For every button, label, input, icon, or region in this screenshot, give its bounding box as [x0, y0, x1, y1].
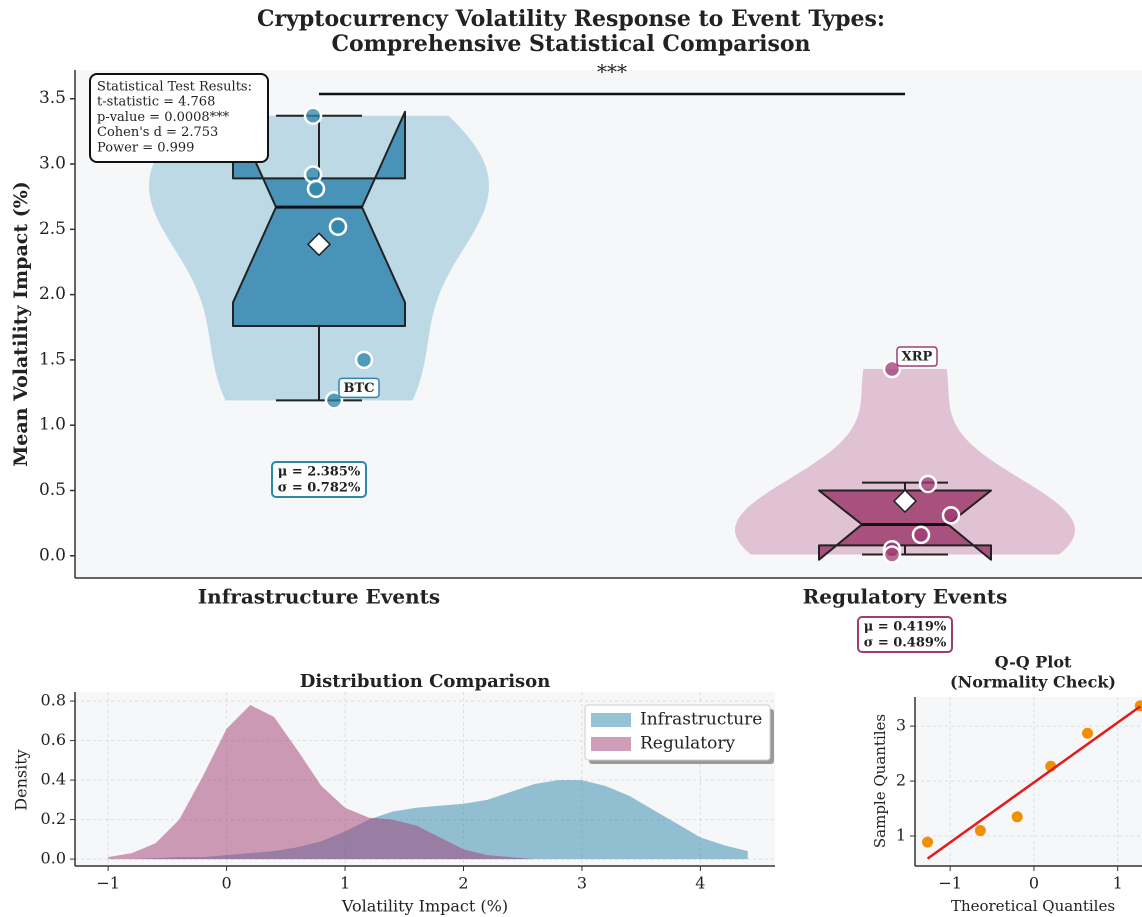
- data-point: [918, 474, 938, 494]
- y-tick-label: 0.6: [41, 730, 66, 749]
- box: [232, 110, 406, 327]
- legend-swatch: [591, 737, 631, 751]
- stats-box-line: Statistical Test Results:: [97, 80, 252, 95]
- stats-label: σ = 0.782%: [278, 481, 361, 496]
- data-point: [882, 359, 902, 379]
- data-point: [324, 391, 344, 410]
- legend-box: [584, 704, 771, 761]
- stats-box-line: t-statistic = 4.768: [97, 95, 215, 110]
- y-tick-label: 0.0: [41, 849, 66, 868]
- y-axis-label: Mean Volatility Impact (%): [10, 181, 32, 467]
- chart-title: Q-Q Plot: [995, 653, 1072, 672]
- y-tick-label: 3.0: [39, 154, 66, 174]
- legend-label: Infrastructure: [640, 710, 762, 730]
- x-tick-label: 3: [577, 874, 587, 893]
- stats-box-line: Power = 0.999: [97, 140, 194, 155]
- chart-title: Distribution Comparison: [300, 671, 551, 692]
- stats-box: [89, 73, 269, 163]
- y-tick-label: 2.0: [39, 284, 66, 304]
- y-tick-label: 1.0: [39, 415, 66, 435]
- y-tick-label: 0.5: [39, 480, 66, 500]
- qq-point: [1082, 727, 1094, 739]
- y-tick-label: 3.5: [39, 88, 66, 108]
- x-tick-label: −1: [96, 874, 120, 893]
- y-tick-label: 0.2: [41, 809, 66, 828]
- data-point: [882, 545, 902, 564]
- data-point: [306, 179, 326, 199]
- chart-title: (Normality Check): [950, 673, 1116, 692]
- stats-label: σ = 0.489%: [864, 636, 947, 651]
- mean-marker: [306, 232, 332, 257]
- point-label-box: [896, 346, 938, 367]
- x-tick-label: Infrastructure Events: [198, 585, 440, 609]
- y-tick-label: 1.5: [39, 349, 66, 369]
- data-point: [354, 350, 374, 370]
- stats-label: μ = 0.419%: [864, 620, 947, 635]
- x-tick-label: 1: [340, 874, 350, 893]
- x-axis-label: Theoretical Quantiles: [951, 897, 1115, 915]
- x-tick-label: 2: [458, 874, 468, 893]
- qq-point: [1011, 811, 1023, 823]
- data-point: [303, 106, 323, 125]
- x-tick-label: 0: [1029, 874, 1039, 893]
- fit-line: [926, 705, 1142, 860]
- y-tick-label: 0.4: [41, 770, 66, 789]
- point-label: BTC: [343, 381, 374, 396]
- data-point: [911, 525, 931, 545]
- legend-label: Regulatory: [640, 734, 735, 754]
- stats-label: μ = 2.385%: [278, 465, 361, 480]
- stats-label-box: [857, 616, 953, 653]
- x-tick-label: 4: [695, 874, 705, 893]
- qq-point: [922, 836, 934, 848]
- y-tick-label: 2: [896, 771, 906, 790]
- data-point: [941, 506, 961, 525]
- x-tick-label: Regulatory Events: [803, 585, 1008, 609]
- significance-label: ***: [597, 60, 627, 84]
- stats-box-line: Cohen's d = 2.753: [97, 125, 218, 140]
- stats-label-box: [271, 461, 367, 498]
- x-tick-label: −1: [938, 874, 962, 893]
- point-label-box: [338, 377, 380, 399]
- density-area: [108, 780, 748, 860]
- chart-title: Comprehensive Statistical Comparison: [331, 31, 810, 57]
- violin: [735, 369, 1075, 555]
- y-axis-label: Density: [12, 749, 31, 810]
- y-tick-label: 2.5: [39, 219, 66, 239]
- y-tick-label: 1: [896, 826, 906, 845]
- y-tick-label: 0.8: [41, 691, 66, 710]
- qq-point: [974, 825, 986, 837]
- mean-marker: [892, 489, 918, 514]
- x-tick-label: 1: [1113, 874, 1123, 893]
- x-tick-label: 0: [222, 874, 232, 893]
- y-axis-label: Sample Quantiles: [871, 714, 889, 848]
- x-axis-label: Volatility Impact (%): [341, 897, 508, 916]
- stats-box-line: p-value = 0.0008***: [97, 110, 230, 125]
- y-tick-label: 3: [896, 716, 906, 735]
- point-label: XRP: [902, 350, 933, 365]
- data-point: [328, 217, 348, 236]
- y-tick-label: 0.0: [39, 545, 66, 565]
- density-area: [108, 705, 748, 860]
- legend-swatch: [591, 713, 631, 727]
- chart-title: Cryptocurrency Volatility Response to Ev…: [257, 6, 885, 32]
